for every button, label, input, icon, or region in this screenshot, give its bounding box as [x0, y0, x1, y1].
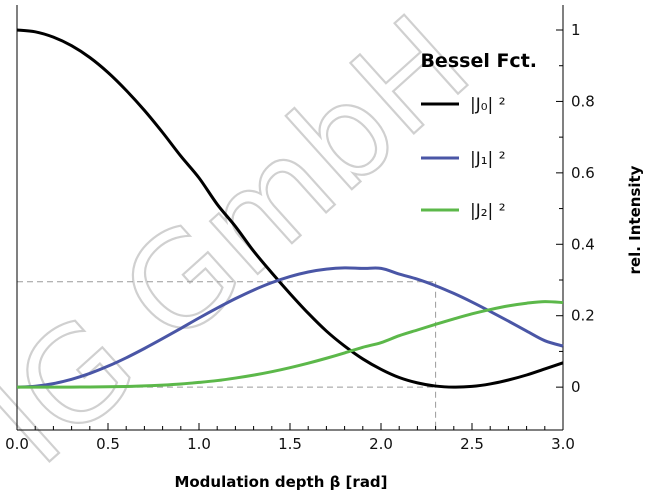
legend-label-0: |J₀| ² [470, 95, 506, 115]
y-tick-label: 0.8 [571, 92, 595, 110]
y-axis-ticks: 0 0.2 0.4 0.6 0.8 1 [556, 21, 595, 396]
legend-label-2: |J₂| ² [470, 201, 506, 221]
y-tick-label: 0.6 [571, 164, 595, 182]
x-axis-ticks: 0.0 0.5 1.0 1.5 2.0 2.5 3.0 [5, 423, 575, 453]
series-line-1 [16, 266, 564, 389]
series-line-2 [17, 300, 564, 389]
x-tick-label: 1.5 [278, 435, 302, 453]
y-axis-label: rel. Intensity [626, 165, 644, 274]
y-tick-label: 0 [571, 378, 581, 396]
x-tick-label: 2.0 [369, 435, 393, 453]
x-tick-label: 1.0 [187, 435, 211, 453]
x-tick-label: 2.5 [460, 435, 484, 453]
series-line-0 [16, 28, 564, 389]
y-tick-label: 1 [571, 21, 581, 39]
series-lines [16, 28, 564, 389]
x-axis-label: Modulation depth β [rad] [174, 473, 387, 491]
x-tick-label: 0.0 [5, 435, 29, 453]
x-tick-label: 0.5 [96, 435, 120, 453]
x-tick-label: 3.0 [551, 435, 575, 453]
legend: Bessel Fct. |J₀| ² |J₁| ² |J₂| ² [420, 50, 537, 221]
legend-title: Bessel Fct. [420, 50, 537, 72]
y-tick-label: 0.4 [571, 235, 595, 253]
y-tick-label: 0.2 [571, 307, 595, 325]
reference-lines [17, 281, 437, 430]
legend-label-1: |J₁| ² [470, 149, 506, 169]
